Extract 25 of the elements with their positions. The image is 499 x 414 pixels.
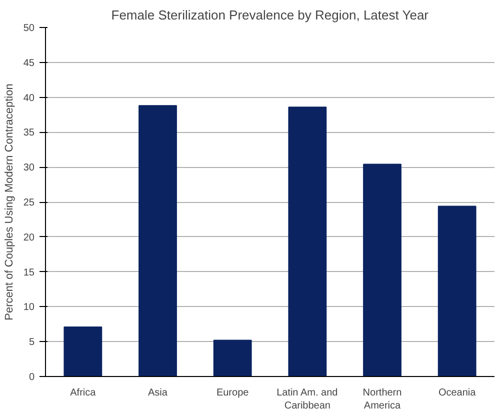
- bar: [64, 326, 102, 376]
- x-tick-label: Asia: [148, 388, 168, 398]
- bar: [213, 340, 252, 376]
- y-tick-label: 40: [23, 92, 35, 104]
- y-tick-label: 20: [23, 232, 35, 244]
- y-tick-label: 35: [23, 128, 35, 139]
- y-tick-label: 0: [28, 372, 35, 383]
- y-tick-label: 15: [23, 267, 35, 278]
- y-tick-label: 10: [23, 302, 35, 314]
- y-tick-label: 45: [23, 58, 35, 69]
- y-tick-label: 30: [23, 162, 35, 174]
- bar: [438, 206, 476, 376]
- y-axis-title: Percent of Couples Using Modern Contraception: [3, 84, 16, 320]
- x-tick-label: Oceania: [438, 388, 476, 398]
- bar: [288, 106, 327, 376]
- bar: [363, 164, 402, 376]
- y-tick-label: 25: [23, 198, 35, 208]
- x-tick-label: Latin Am. and Caribbean: [276, 388, 338, 412]
- x-tick-label: Africa: [70, 388, 96, 398]
- chart-title: Female Sterilization Prevalence by Region, Latest Year: [111, 8, 430, 22]
- y-tick-label: 5: [28, 337, 35, 348]
- x-tick-label: Europe: [216, 388, 250, 398]
- bar: [138, 105, 177, 376]
- y-tick-label: 50: [23, 23, 35, 34]
- x-tick-label: Northern America: [362, 388, 402, 412]
